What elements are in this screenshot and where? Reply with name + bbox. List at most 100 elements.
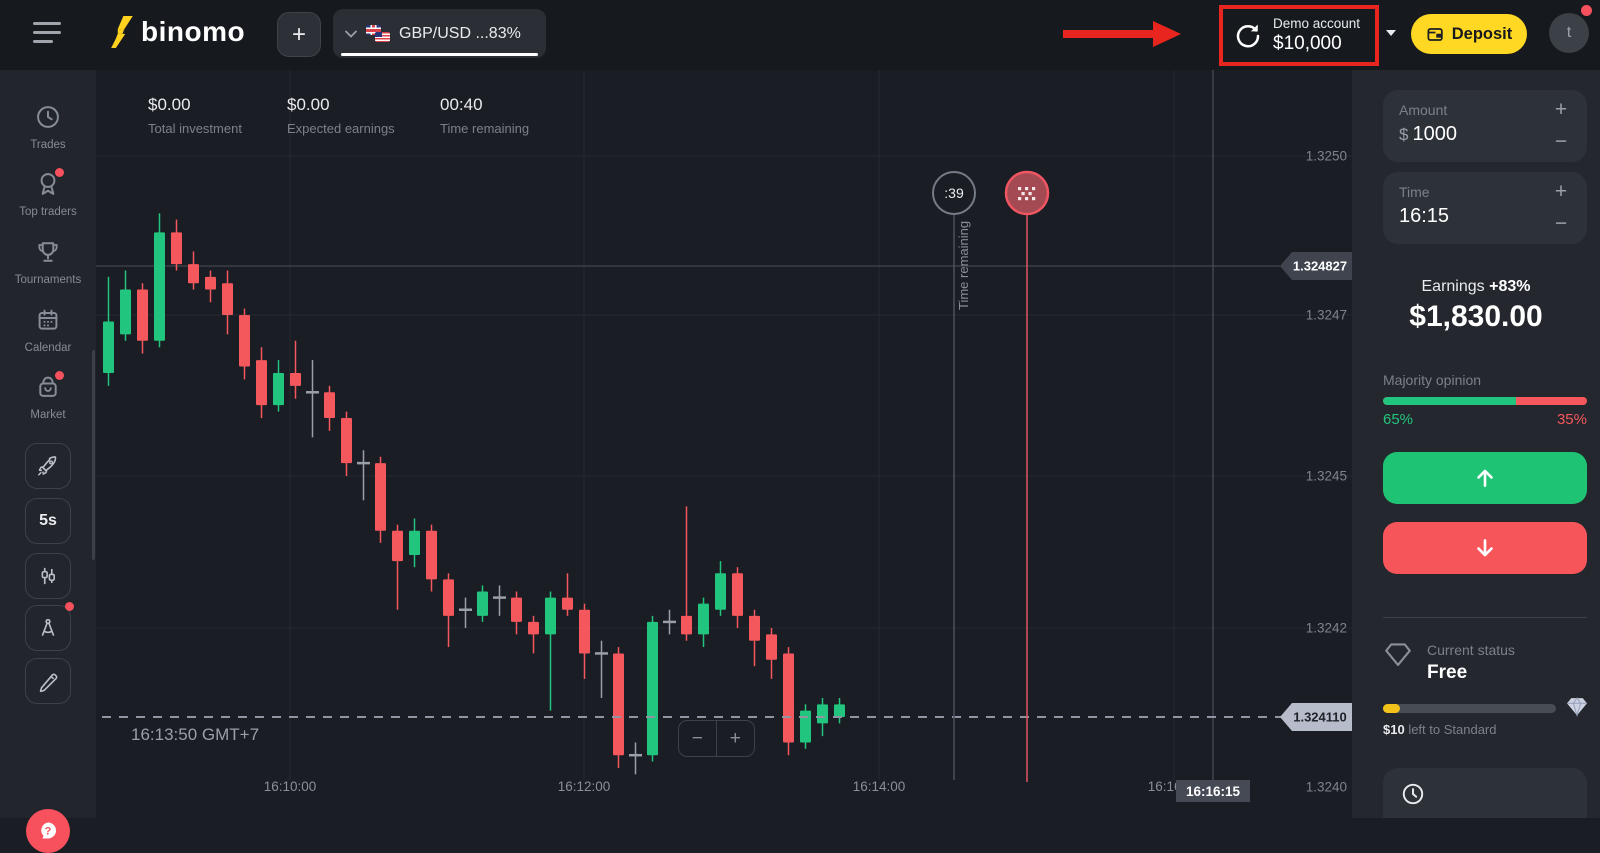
majority-up-fill bbox=[1383, 397, 1516, 405]
pair-flags bbox=[366, 25, 390, 42]
amount-increase-button[interactable]: + bbox=[1554, 98, 1568, 121]
price-tick-label: 1.3242 bbox=[1306, 621, 1347, 636]
notification-dot bbox=[1581, 5, 1592, 16]
strategies-tool-button[interactable] bbox=[25, 602, 74, 651]
status-label: Current status bbox=[1427, 642, 1515, 658]
zoom-in-button[interactable]: + bbox=[729, 727, 741, 749]
calendar-icon bbox=[34, 306, 62, 334]
account-type-label: Demo account bbox=[1273, 16, 1361, 31]
help-button[interactable]: ? bbox=[26, 809, 70, 853]
amount-decrease-button[interactable]: − bbox=[1554, 130, 1568, 153]
boost-tool-button[interactable] bbox=[25, 443, 71, 489]
status-progress-fill bbox=[1383, 704, 1401, 713]
timeframe-label: 5s bbox=[39, 512, 57, 529]
badge-dot bbox=[65, 602, 74, 611]
us-flag-icon bbox=[375, 32, 390, 42]
time-tick-label: 16:10:00 bbox=[264, 779, 317, 794]
asset-pair-selector[interactable]: GBP/USD ...83% bbox=[333, 9, 546, 58]
dots-icon bbox=[1025, 187, 1029, 191]
time-increase-button[interactable]: + bbox=[1554, 180, 1568, 203]
status-tier: Free bbox=[1427, 662, 1468, 683]
dots-icon bbox=[1032, 187, 1036, 191]
time-tick-label: 16:12:00 bbox=[558, 779, 611, 794]
amount-field[interactable]: Amount $1000 + − bbox=[1383, 90, 1587, 162]
add-asset-button[interactable]: + bbox=[277, 12, 321, 57]
dots-icon bbox=[1021, 192, 1025, 196]
time-label: Time bbox=[1399, 184, 1430, 200]
trades-history-card[interactable] bbox=[1383, 768, 1587, 818]
deposit-button[interactable]: Deposit bbox=[1411, 14, 1527, 54]
amount-label: Amount bbox=[1399, 102, 1448, 118]
call-up-button[interactable] bbox=[1383, 452, 1587, 504]
history-clock-icon bbox=[1402, 783, 1424, 805]
trade-stats-header: $0.00 Total investment $0.00 Expected ea… bbox=[96, 70, 1352, 146]
earnings-line: Earnings +83% bbox=[1421, 278, 1531, 295]
status-progress-bar bbox=[1383, 704, 1556, 713]
sidebar-scrollbar[interactable] bbox=[92, 350, 95, 560]
pencil-icon bbox=[39, 673, 58, 693]
countdown-text: :39 bbox=[944, 185, 964, 201]
sidebar-item-calendar[interactable]: Calendar bbox=[0, 306, 96, 354]
app-logo[interactable]: binomo bbox=[110, 16, 245, 48]
time-tick-label: 16:14:00 bbox=[853, 779, 906, 794]
price-tick-label: 1.3250 bbox=[1306, 149, 1347, 164]
rocket-icon bbox=[38, 456, 57, 476]
trade-panel: Amount $1000 + − Time 16:15 + − Earnings… bbox=[1352, 70, 1600, 818]
trophy-icon bbox=[34, 238, 62, 266]
sidebar-item-trades[interactable]: Trades bbox=[0, 103, 96, 151]
countdown-circle bbox=[932, 171, 976, 215]
red-pointer-arrow bbox=[1063, 21, 1181, 47]
dots-icon bbox=[1028, 192, 1032, 196]
current-status[interactable]: Current status Free bbox=[1383, 642, 1515, 684]
current-time-text: 16:16:15 bbox=[1186, 784, 1241, 799]
time-decrease-button[interactable]: − bbox=[1554, 212, 1568, 235]
menu-icon[interactable] bbox=[33, 22, 61, 46]
sidebar-item-market[interactable]: Market bbox=[0, 371, 96, 421]
candles-layer bbox=[103, 213, 845, 775]
put-down-button[interactable] bbox=[1383, 522, 1587, 574]
current-price-text: 1.324110 bbox=[1293, 710, 1347, 725]
svg-text:?: ? bbox=[45, 826, 52, 838]
timeframe-5s-button[interactable]: 5s bbox=[25, 498, 71, 544]
majority-down-percent: 35% bbox=[1556, 411, 1587, 428]
clock-icon bbox=[34, 103, 62, 131]
price-tick-label: 1.3247 bbox=[1306, 308, 1347, 323]
logo-text: binomo bbox=[141, 16, 246, 47]
sidebar-item-top-traders[interactable]: Top traders bbox=[0, 168, 96, 218]
deposit-label: Deposit bbox=[1451, 24, 1513, 43]
chevron-down-icon bbox=[345, 30, 357, 38]
gem-icon bbox=[1567, 697, 1587, 718]
price-tick-label: 1.3240 bbox=[1306, 780, 1347, 795]
arrow-down-icon bbox=[1477, 539, 1493, 557]
price-tick-label: 1.3245 bbox=[1306, 469, 1347, 484]
logo-lightning-icon bbox=[111, 16, 133, 48]
time-remaining-vertical-label: Time remaining bbox=[956, 221, 971, 310]
drawing-tool-button[interactable] bbox=[25, 658, 71, 704]
top-bar: binomo + GBP/USD ...83% Demo account $10… bbox=[0, 0, 1600, 70]
status-note: $10 left to Standard bbox=[1383, 722, 1497, 737]
uk-flag-icon bbox=[366, 25, 381, 35]
earnings-amount: $1,830.00 bbox=[1409, 300, 1543, 333]
stat-time-remaining: 00:40 Time remaining bbox=[440, 95, 530, 136]
dots-icon bbox=[1018, 197, 1022, 201]
help-chat-icon: ? bbox=[41, 822, 56, 839]
sidebar-item-tournaments[interactable]: Tournaments bbox=[0, 238, 96, 286]
indicators-tool-button[interactable] bbox=[25, 553, 71, 599]
avatar[interactable]: t bbox=[1549, 13, 1589, 53]
pair-label: GBP/USD ...83% bbox=[399, 24, 521, 42]
time-stepper: + − bbox=[1549, 180, 1573, 236]
strike-price-badge bbox=[1280, 252, 1352, 281]
diamond-outline-icon bbox=[1385, 643, 1411, 666]
majority-up-percent: 65% bbox=[1383, 411, 1414, 428]
time-field[interactable]: Time 16:15 + − bbox=[1383, 172, 1587, 244]
account-dropdown-chevron-icon[interactable] bbox=[1386, 30, 1396, 36]
account-switcher[interactable]: Demo account $10,000 bbox=[1219, 5, 1379, 66]
chart-area[interactable]: $0.00 Total investment $0.00 Expected ea… bbox=[96, 70, 1352, 818]
arrow-up-icon bbox=[1477, 469, 1493, 487]
strike-price-text: 1.324827 bbox=[1293, 259, 1347, 274]
amount-stepper: + − bbox=[1549, 98, 1573, 154]
stat-total-investment: $0.00 Total investment bbox=[148, 95, 242, 136]
zoom-out-button[interactable]: − bbox=[679, 721, 717, 756]
candlestick-chart[interactable]: :39 Time remaining 1.3250 1.3247 1.3245 1.324… bbox=[96, 70, 1352, 818]
dots-icon bbox=[1032, 197, 1036, 201]
